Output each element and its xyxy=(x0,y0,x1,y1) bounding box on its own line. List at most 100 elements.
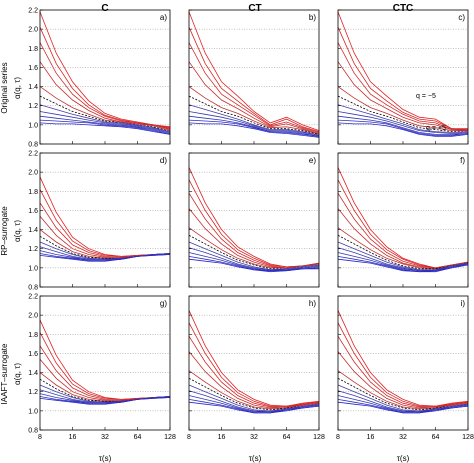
panel-label: f) xyxy=(460,156,465,165)
series-q3 xyxy=(39,115,171,134)
series-q5 xyxy=(39,122,171,135)
y-tick-label: 1.4 xyxy=(28,370,38,377)
x-tick-label: 128 xyxy=(313,434,325,441)
x-tick-label: 128 xyxy=(462,434,474,441)
series-q-2 xyxy=(188,208,320,269)
series-q1 xyxy=(188,241,320,271)
panel-label: c) xyxy=(458,13,465,22)
panel-grid: 0.8 1.0 1.2 1.4 1.6 1.8 2.0 2.2 a) b) c) q = −5 q = … xyxy=(28,8,474,442)
series-q-2 xyxy=(337,208,469,269)
series-q3 xyxy=(188,115,320,137)
series-q5 xyxy=(337,258,469,273)
panel-frame xyxy=(337,152,469,288)
y-tick-label: 1.8 xyxy=(28,332,38,339)
series-q1 xyxy=(337,384,469,412)
series-q3 xyxy=(188,252,320,272)
panel-g: 0.8 1.0 1.2 1.4 1.6 1.8 2.0 2.2 8 16 32 64 128 g) xyxy=(28,294,176,442)
x-tick-label: 8 xyxy=(38,434,42,441)
y-tick-label: 2.0 xyxy=(28,170,38,177)
y-tick-label: 1.2 xyxy=(28,389,38,396)
series-q-1 xyxy=(39,229,171,259)
series-q2 xyxy=(337,111,469,134)
series-q-2 xyxy=(39,215,171,258)
panel-frame xyxy=(188,152,320,288)
y-tick-label: 1.4 xyxy=(28,227,38,234)
x-tick-label: 64 xyxy=(283,434,291,441)
y-tick-label: 1.0 xyxy=(28,265,38,272)
series-q3 xyxy=(337,252,469,272)
series-q0 xyxy=(188,377,320,411)
series-q-3 xyxy=(337,335,469,408)
series-q4 xyxy=(337,119,469,136)
series-q-2 xyxy=(39,61,171,130)
series-q-1 xyxy=(188,227,320,269)
panel-frame xyxy=(39,9,171,145)
panel-i: 8 16 32 64 128 i) xyxy=(336,295,474,441)
x-tick-label: 32 xyxy=(250,434,258,441)
series-q-1 xyxy=(188,86,320,135)
y-tick-label: 1.2 xyxy=(28,246,38,253)
panel-frame xyxy=(39,295,171,431)
q-annotation: q = −5 xyxy=(416,93,436,100)
y-tick-label: 2.0 xyxy=(28,313,38,320)
series-q-1 xyxy=(337,370,469,410)
series-q-3 xyxy=(337,192,469,269)
series-q3 xyxy=(188,395,320,413)
series-q-1 xyxy=(337,86,468,131)
series-q1 xyxy=(337,104,469,133)
panel-frame xyxy=(337,9,469,145)
series-q-3 xyxy=(188,335,320,408)
y-tick-label: 1.6 xyxy=(28,351,38,358)
panel-frame xyxy=(39,152,171,288)
column-title-ctc: CTC xyxy=(393,3,414,14)
series-q-5 xyxy=(39,176,171,257)
series-q1 xyxy=(39,104,171,132)
y-tick-label: 2.2 xyxy=(28,294,38,301)
y-tick-label: 1.6 xyxy=(28,65,38,72)
series-q-3 xyxy=(39,202,171,258)
x-tick-label: 64 xyxy=(134,434,142,441)
panel-h: 8 16 32 64 128 h) xyxy=(187,295,325,441)
series-q3 xyxy=(337,395,469,413)
x-tick-label: 32 xyxy=(101,434,109,441)
row-title-iaaft: IAAFT–surrogate xyxy=(0,343,9,404)
panel-label: a) xyxy=(160,13,167,22)
series-q-3 xyxy=(39,42,171,130)
series-q-5 xyxy=(337,11,468,130)
series-q4 xyxy=(39,119,171,135)
series-q1 xyxy=(337,241,469,271)
panel-a: 0.8 1.0 1.2 1.4 1.6 1.8 2.0 2.2 a) xyxy=(28,8,171,149)
series-q1 xyxy=(188,384,320,412)
panel-d: 0.8 1.0 1.2 1.4 1.6 1.8 2.0 2.2 d) xyxy=(28,151,171,292)
x-tick-label: 8 xyxy=(336,434,340,441)
x-tick-label: 16 xyxy=(367,434,375,441)
series-q-5 xyxy=(188,310,320,407)
series-q-4 xyxy=(39,189,171,257)
y-tick-label: 2.2 xyxy=(28,151,38,158)
series-q-2 xyxy=(39,358,171,401)
y-tick-label: 1.0 xyxy=(28,122,38,129)
panel-label: i) xyxy=(461,299,466,308)
series-q5 xyxy=(39,397,171,405)
series-q-4 xyxy=(337,27,469,130)
series-q2 xyxy=(39,111,171,133)
y-tick-label: 2.0 xyxy=(28,27,38,34)
y-tick-label: 1.0 xyxy=(28,408,38,415)
panel-b: b) xyxy=(188,9,320,145)
series-q-5 xyxy=(39,319,171,400)
panel-label: e) xyxy=(309,156,316,165)
series-q-1 xyxy=(337,227,469,270)
series-q-5 xyxy=(188,167,320,268)
y-tick-label: 0.8 xyxy=(28,285,38,292)
series-q5 xyxy=(39,254,171,262)
series-q0 xyxy=(337,377,469,411)
series-q-3 xyxy=(188,42,320,133)
x-axis-label-col3: τ(s) xyxy=(397,454,410,463)
series-q-4 xyxy=(39,332,171,400)
series-q3 xyxy=(337,115,469,135)
panel-label: d) xyxy=(160,156,167,165)
y-tick-label: 1.8 xyxy=(28,189,38,196)
panel-c: c) q = −5 q = +5 xyxy=(337,9,469,145)
panel-e: e) xyxy=(188,152,320,288)
